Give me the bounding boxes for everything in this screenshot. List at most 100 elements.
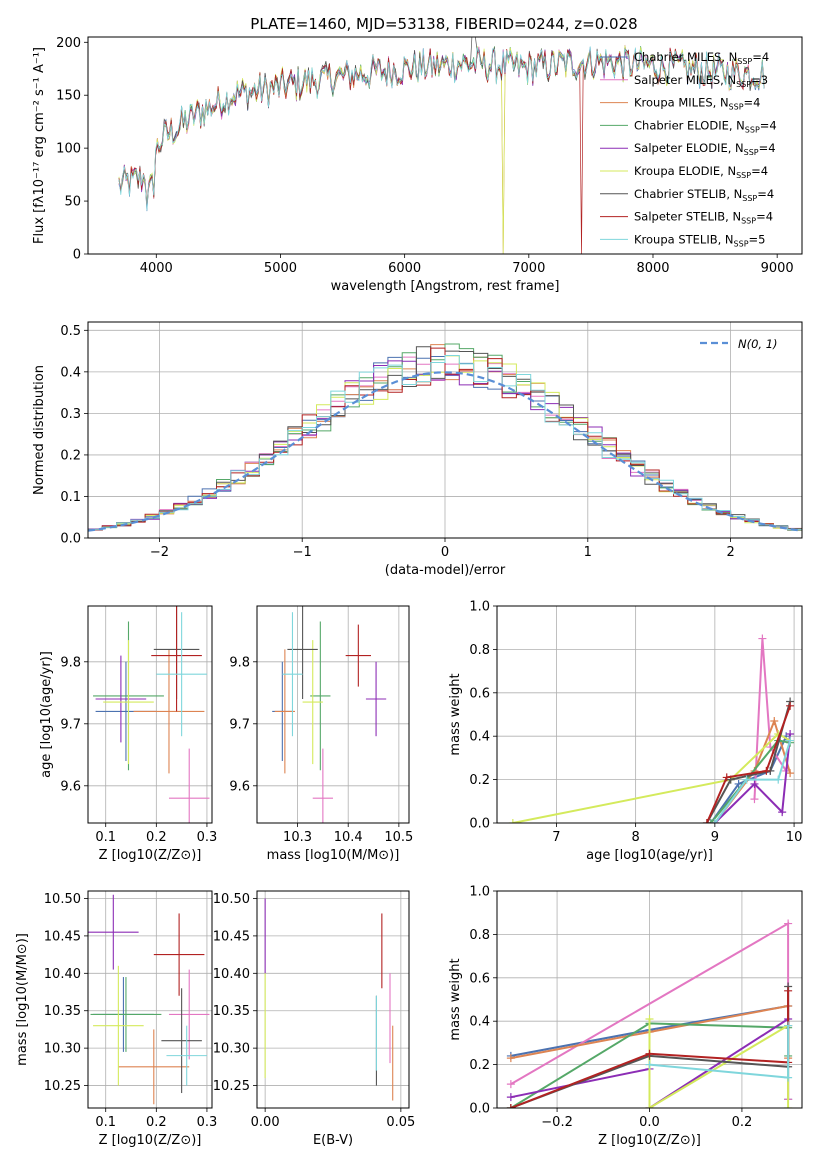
- y-tick-label: 0.1: [60, 490, 81, 505]
- weight-line-3: [710, 739, 791, 823]
- panel-weight_vs_Z: −0.2 0.0 0.2 0.0 0.2 0.4 0.6 0.8 1.0 Z [log10(Z/Z…: [448, 885, 803, 1148]
- weight-marker-1-1: [758, 634, 767, 643]
- legend-sub: SSP: [734, 239, 749, 248]
- weight-marker-7-1: [645, 1049, 654, 1058]
- x-tick-label: 0: [441, 545, 449, 560]
- axes-frame: [87, 605, 213, 824]
- legend-label: Chabrier STELIB, N: [634, 187, 742, 201]
- axes-frame: [256, 890, 410, 1109]
- y-tick-label: 50: [64, 195, 81, 210]
- x-axis-label: age [log10(age/yr)]: [586, 848, 713, 863]
- weight-line-4: [714, 733, 792, 823]
- x-axis-label: Z [log10(Z/Z⊙)]: [598, 1133, 701, 1148]
- x-tick-label: 0.05: [386, 1115, 415, 1130]
- weight-marker-1-0: [506, 1080, 515, 1089]
- y-tick-label: 0.6: [469, 971, 490, 986]
- legend-label: Salpeter ELODIE, N: [634, 141, 744, 155]
- y-tick-label: 10.40: [44, 967, 81, 982]
- x-tick-label: 0.1: [95, 1115, 116, 1130]
- y-axis-label: Flux [fλ10⁻¹⁷ erg cm⁻² s⁻¹ A⁻¹]: [32, 47, 47, 244]
- weight-marker-4-1: [750, 779, 759, 788]
- weight-marker-1-1: [784, 919, 793, 928]
- y-tick-label: 9.8: [229, 655, 250, 670]
- x-axis-label: Z [log10(Z/Z⊙)]: [99, 1133, 202, 1148]
- normal-curve: [88, 371, 802, 532]
- y-axis-label: mass weight: [448, 958, 463, 1040]
- x-tick-label: 8: [631, 830, 639, 845]
- y-tick-label: 0.0: [469, 817, 490, 832]
- x-tick-label: 9000: [761, 261, 794, 276]
- x-axis-label: (data-model)/error: [385, 563, 506, 578]
- y-tick-label: 200: [56, 36, 81, 51]
- legend-sub: SSP: [744, 148, 759, 157]
- legend-entry-0: Chabrier MILES, NSSP=4: [634, 50, 769, 66]
- y-tick-label: 10.50: [213, 892, 250, 907]
- x-tick-label: 0.2: [146, 1115, 167, 1130]
- weight-marker-8-0: [710, 819, 719, 823]
- x-tick-label: 6000: [388, 261, 421, 276]
- legend-label: Chabrier MILES, N: [634, 50, 737, 64]
- legend-entry-2: Kroupa MILES, NSSP=4: [634, 96, 760, 112]
- y-tick-label: 10.45: [213, 929, 250, 944]
- legend-sub: SSP: [729, 103, 744, 112]
- x-tick-label: −2: [150, 545, 169, 560]
- x-tick-label: 0.2: [146, 830, 167, 845]
- legend-entry-1: Salpeter MILES, NSSP=3: [634, 73, 768, 89]
- legend-entry-7: Salpeter STELIB, NSSP=4: [634, 210, 773, 226]
- weight-marker-8-2: [784, 1021, 793, 1030]
- weight-marker-7-3: [784, 986, 793, 995]
- y-tick-label: 10.45: [44, 929, 81, 944]
- weight-marker-7-3: [786, 701, 795, 710]
- y-tick-label: 9.7: [60, 717, 81, 732]
- plot-area-age_vs_mass: [272, 606, 387, 823]
- y-tick-label: 1.0: [469, 885, 490, 900]
- legend-suffix: =4: [760, 118, 777, 132]
- axes-frame: [496, 890, 803, 1109]
- y-tick-label: 1.0: [469, 600, 490, 615]
- x-tick-label: 9: [711, 830, 719, 845]
- x-tick-label: 7: [552, 830, 560, 845]
- weight-marker-5-1: [645, 1104, 654, 1108]
- legend-entry-5: Kroupa ELODIE, NSSP=4: [634, 164, 768, 180]
- y-axis-label: Normed distribution: [32, 365, 47, 495]
- figure-title: PLATE=1460, MJD=53138, FIBERID=0244, z=0…: [250, 15, 637, 33]
- legend-label: Salpeter MILES, N: [634, 73, 736, 87]
- panel-spectrum: 4000 5000 6000 7000 8000 9000 0 50 100 150 200 wave…: [32, 36, 803, 294]
- x-tick-label: 0.1: [95, 830, 116, 845]
- y-tick-label: 9.6: [60, 779, 81, 794]
- x-tick-label: 0.3: [197, 830, 218, 845]
- panel-age_vs_mass: 10.3 10.4 10.5 9.6 9.7 9.8 mass [log10(M/M⊙)]: [229, 605, 413, 863]
- x-tick-label: 7000: [512, 261, 545, 276]
- legend-sub: SSP: [741, 217, 756, 226]
- y-tick-label: 0.2: [60, 448, 81, 463]
- panel-weight_vs_age: 7 8 9 10 0.0 0.2 0.4 0.6 0.8 1.0 age [log10(age/yr…: [448, 600, 803, 863]
- legend-suffix: =4: [759, 141, 776, 155]
- y-tick-label: 0.6: [469, 686, 490, 701]
- x-tick-label: 10.5: [384, 830, 413, 845]
- y-tick-label: 0.8: [469, 643, 490, 658]
- axes-frame: [87, 36, 803, 255]
- legend-label: Salpeter STELIB, N: [634, 210, 741, 224]
- weight-marker-4-0: [506, 1093, 515, 1102]
- y-tick-label: 0.4: [469, 1015, 490, 1030]
- legend-sub: SSP: [742, 194, 757, 203]
- x-tick-label: 10.4: [334, 830, 363, 845]
- legend-suffix: =5: [749, 232, 766, 246]
- weight-marker-8-1: [742, 775, 751, 784]
- weight-line-7: [705, 705, 792, 823]
- y-tick-label: 10.35: [213, 1004, 250, 1019]
- x-tick-label: 0.3: [197, 1115, 218, 1130]
- plot-area-spectrum: [118, 37, 765, 254]
- weight-line-8: [714, 740, 792, 823]
- y-tick-label: 10.50: [44, 892, 81, 907]
- legend-label: Chabrier ELODIE, N: [634, 118, 745, 132]
- legend-sub: SSP: [736, 171, 751, 180]
- legend-entry-normal: N(0, 1): [738, 337, 778, 351]
- x-tick-label: 0.00: [251, 1115, 280, 1130]
- y-tick-label: 10.40: [213, 967, 250, 982]
- y-tick-label: 0.8: [469, 928, 490, 943]
- legend-sub: SSP: [745, 125, 760, 134]
- weight-line-5: [512, 732, 791, 823]
- spectrum-line-8: [118, 46, 765, 211]
